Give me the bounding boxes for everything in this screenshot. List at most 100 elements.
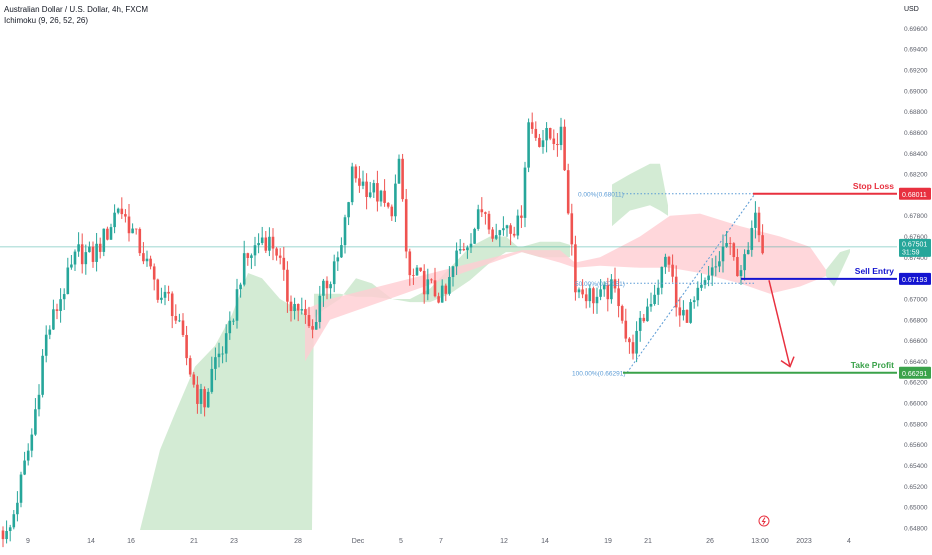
candle-body	[437, 296, 440, 303]
candle-body	[242, 253, 246, 285]
time-axis[interactable]: 9 14 16 21 23 28 Dec 5 7 12 14 19 21 26 13:00 2023 4	[26, 538, 851, 545]
price-axis[interactable]: USD 0.69600 0.69400 0.69200 0.69000 0.68800 0.…	[897, 0, 932, 550]
candle-body	[332, 261, 336, 285]
candle	[584, 288, 588, 309]
candle-body	[138, 229, 142, 254]
candle-body	[660, 266, 664, 288]
candle	[534, 121, 538, 141]
candle-body	[577, 289, 581, 293]
candle	[430, 278, 433, 284]
candle	[437, 292, 440, 304]
fibonacci-retracement: 0.00%(0.68011) 50.00%(0.67151) 100.00%(0.6…	[572, 191, 756, 377]
candle	[264, 231, 268, 254]
price-tick-label: 0.65400	[904, 463, 928, 470]
candle-body	[674, 276, 678, 308]
indicator-label[interactable]: Ichimoku (9, 26, 52, 26)	[4, 16, 89, 25]
candle-body	[473, 228, 476, 244]
candle-body	[617, 288, 620, 307]
candle-body	[761, 235, 764, 254]
candle	[214, 347, 217, 381]
candle-body	[268, 236, 271, 251]
candle-body	[16, 502, 19, 515]
fib-level-label: 0.00%(0.68011)	[578, 191, 624, 198]
candle	[689, 298, 692, 324]
candle-body	[44, 334, 48, 356]
candle	[314, 309, 318, 330]
candle	[700, 273, 703, 291]
candle	[77, 232, 80, 257]
candle	[260, 226, 264, 246]
cloud-bullish-region	[140, 236, 570, 530]
candle	[37, 384, 41, 417]
candle-body	[293, 303, 296, 312]
candle-body	[419, 267, 422, 271]
candle	[570, 203, 574, 256]
candle	[595, 287, 599, 314]
candle-body	[422, 270, 426, 295]
candle-body	[23, 460, 26, 475]
candle-body	[556, 143, 559, 146]
level-name: Stop Loss	[853, 181, 894, 191]
candle-body	[217, 353, 221, 358]
candle	[307, 306, 311, 328]
candle	[120, 197, 124, 219]
candle	[178, 313, 181, 323]
candle-body	[232, 320, 235, 322]
candle-body	[390, 206, 394, 217]
candle-body	[757, 212, 761, 236]
candle	[340, 237, 343, 258]
candle	[59, 288, 62, 323]
candle	[394, 174, 397, 222]
candle	[574, 235, 577, 301]
candle-body	[707, 275, 710, 281]
time-tick-label: 9	[26, 538, 30, 545]
candle-body	[210, 368, 214, 392]
candle	[296, 303, 300, 322]
candle	[196, 376, 199, 414]
candle-body	[152, 266, 156, 280]
candle-body	[120, 208, 124, 215]
candle	[455, 242, 458, 276]
fib-level-label: 100.00%(0.66291)	[572, 370, 626, 377]
candle	[152, 263, 156, 291]
fib-level-label: 50.00%(0.67151)	[575, 281, 625, 288]
candle	[30, 428, 34, 458]
time-tick-label: 14	[541, 538, 549, 545]
price-tick-label: 0.68400	[904, 151, 928, 158]
candle	[73, 249, 77, 272]
candle	[365, 173, 368, 210]
candle	[170, 291, 174, 329]
candle	[41, 349, 44, 398]
candle-body	[167, 291, 170, 294]
price-tick-label: 0.69600	[904, 26, 928, 33]
candle	[70, 254, 73, 270]
candle-body	[80, 244, 84, 265]
candle-body	[408, 251, 412, 276]
candle-body	[203, 389, 206, 408]
candle	[581, 279, 584, 299]
candle	[390, 204, 394, 221]
candle-body	[286, 269, 289, 302]
candle	[458, 239, 462, 255]
candle-body	[84, 252, 88, 265]
candle	[282, 246, 286, 281]
symbol-title[interactable]: Australian Dollar / U.S. Dollar, 4h, FXC…	[4, 5, 149, 14]
time-tick-label: 26	[706, 538, 714, 545]
candle	[754, 201, 757, 239]
candle	[383, 179, 386, 207]
price-tick-label: 0.67800	[904, 213, 928, 220]
event-marker[interactable]	[758, 515, 770, 527]
candle-body	[52, 309, 55, 330]
candle-body	[361, 181, 365, 186]
candle-body	[91, 246, 95, 262]
time-tick-label: 16	[127, 538, 135, 545]
candle-body	[548, 128, 552, 139]
candle	[235, 278, 239, 329]
candle	[322, 278, 325, 307]
candle-body	[304, 309, 307, 316]
candle-body	[98, 243, 102, 252]
candle	[602, 281, 606, 297]
candle	[498, 229, 502, 247]
